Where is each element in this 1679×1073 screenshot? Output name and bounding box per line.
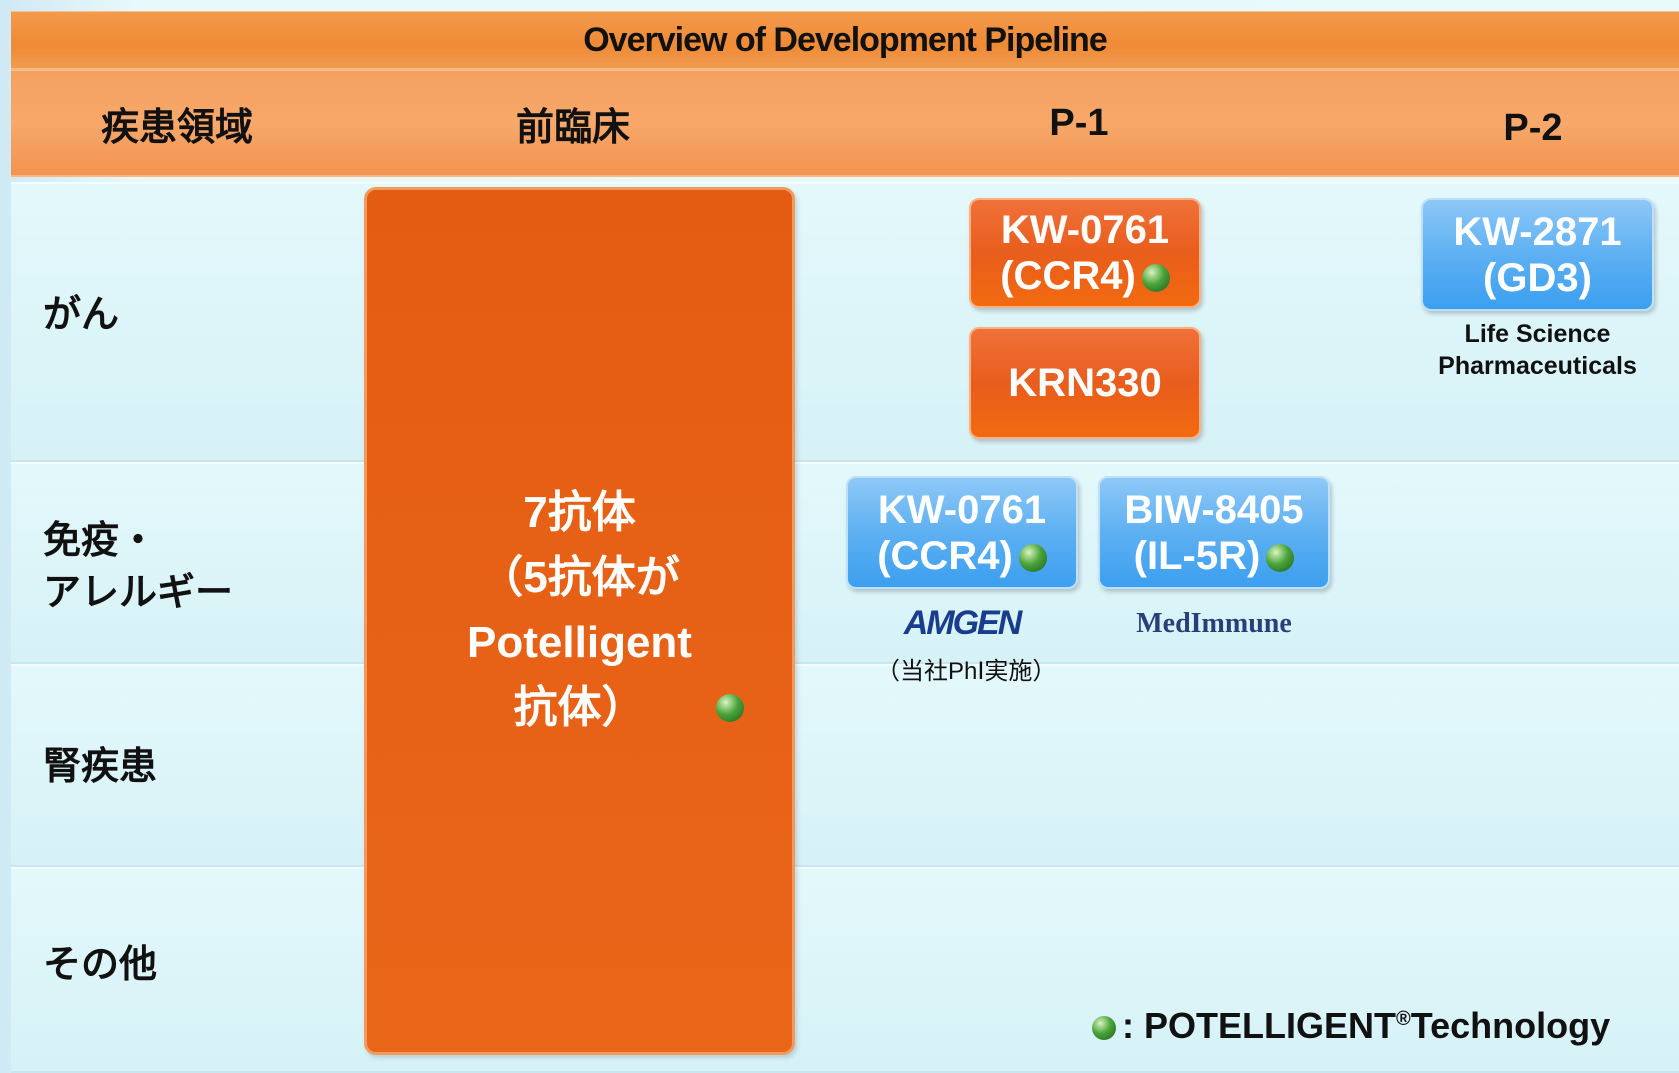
row-band	[11, 462, 1679, 664]
drug-line: (GD3)	[1483, 255, 1592, 300]
drug-line: KRN330	[1008, 361, 1162, 405]
drug-box: KW-0761 (CCR4)	[846, 476, 1078, 589]
preclinical-line: （5抗体が	[479, 553, 680, 602]
header-bar	[11, 70, 1679, 177]
row-band	[11, 664, 1679, 867]
drug-line: KW-2871	[1453, 209, 1622, 254]
drug-line: BIW-8405	[1124, 487, 1304, 532]
title-bar: Overview of Development Pipeline	[11, 11, 1679, 70]
note: （当社PhⅠ実施）	[876, 658, 1057, 685]
legend-text: : POTELLIGENT	[1122, 1005, 1396, 1046]
row-label: 免疫・ アレルギー	[43, 515, 233, 619]
drug-line-wrap: (CCR4)	[971, 253, 1199, 299]
row-band	[11, 867, 1679, 1073]
column-header: 前臨床	[515, 107, 631, 149]
preclinical-line: Potelligent	[467, 618, 692, 667]
partner-logo: MedImmune	[1136, 608, 1292, 639]
partner-logo: AMGEN	[903, 604, 1023, 642]
drug-line: (CCR4)	[877, 533, 1013, 578]
legend-text: Technology	[1410, 1005, 1611, 1046]
column-header: P-1	[1049, 102, 1109, 144]
drug-line: KW-0761	[1000, 208, 1170, 252]
column-header: P-2	[1503, 107, 1563, 149]
preclinical-line: 7抗体	[523, 488, 636, 537]
row-band	[11, 182, 1679, 462]
partner-line: Pharmaceuticals	[1438, 352, 1637, 380]
partner-line: Life Science	[1464, 320, 1611, 348]
drug-line: KW-0761	[877, 487, 1047, 532]
potelligent-dot	[1266, 543, 1295, 572]
potelligent-dot	[1141, 264, 1170, 293]
legend-mark: ®	[1396, 1008, 1411, 1030]
potelligent-dot	[1092, 1016, 1116, 1041]
potelligent-dot	[1018, 543, 1047, 572]
row-label: 腎疾患	[43, 741, 157, 793]
partner: Life Science Pharmaceuticals	[1401, 318, 1674, 382]
drug-line-wrap: (CCR4)	[848, 533, 1076, 579]
row-label-line: アレルギー	[43, 572, 234, 614]
row-label-line: 腎疾患	[43, 746, 158, 788]
row-label-line: その他	[43, 944, 158, 986]
legend: : POTELLIGENT®Technology	[1092, 1005, 1610, 1047]
drug-box: BIW-8405 (IL-5R)	[1098, 476, 1330, 589]
row-label-line: 免疫・	[43, 520, 158, 562]
preclinical-box: 7抗体 （5抗体が Potelligent 抗体）	[364, 187, 795, 1055]
drug-box: KRN330	[969, 327, 1201, 439]
potelligent-dot	[716, 694, 744, 722]
row-label: その他	[43, 939, 157, 991]
drug-line: (IL-5R)	[1133, 533, 1261, 578]
drug-box: KW-2871 (GD3)	[1421, 198, 1654, 311]
drug-box: KW-0761 (CCR4)	[969, 198, 1201, 308]
drug-line-wrap: (IL-5R)	[1100, 533, 1328, 579]
row-label: がん	[43, 289, 119, 341]
title: Overview of Development Pipeline	[583, 20, 1108, 59]
row-label-line: がん	[43, 294, 120, 336]
preclinical-line: 抗体）	[513, 683, 646, 732]
column-header: 疾患領域	[100, 107, 254, 149]
drug-line: (CCR4)	[1000, 254, 1136, 298]
